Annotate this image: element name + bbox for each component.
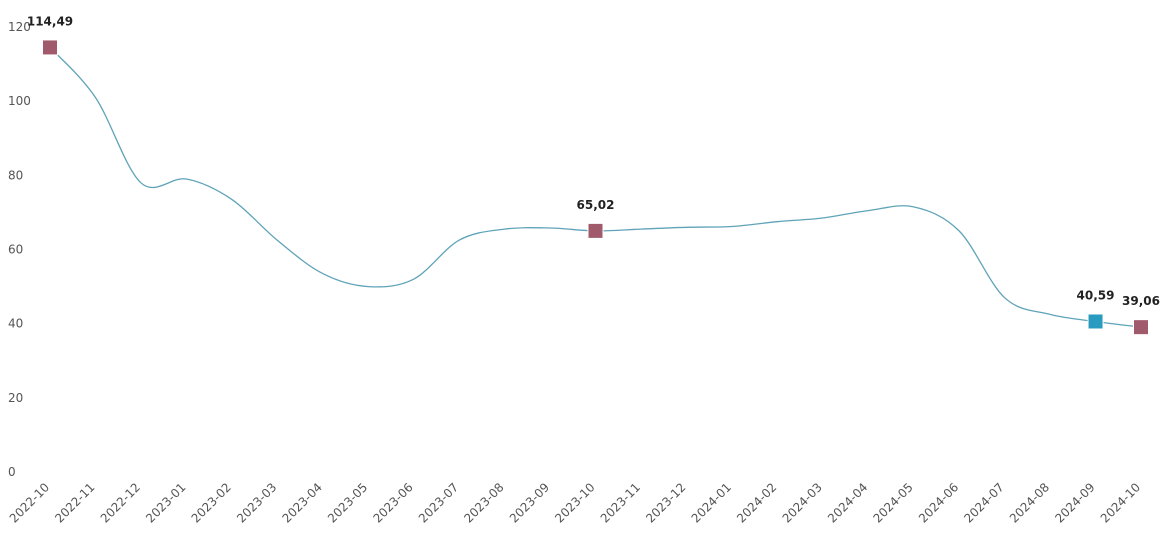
data-label: 40,59	[1077, 288, 1115, 302]
y-tick-label: 120	[8, 20, 31, 34]
x-tick-label: 2024-04	[825, 480, 870, 525]
x-tick-label: 2024-08	[1007, 480, 1052, 525]
x-tick-label: 2024-03	[780, 480, 825, 525]
x-tick-label: 2023-11	[598, 480, 643, 525]
x-tick-label: 2023-08	[461, 480, 506, 525]
y-tick-label: 80	[8, 168, 23, 182]
data-label: 65,02	[577, 198, 615, 212]
x-axis: 2022-10 2022-11 2022-12 2023-01 2023-02 2023-…	[7, 480, 1143, 525]
x-tick-label: 2024-09	[1052, 480, 1097, 525]
marker-layer: 114,49 65,02 40,59 39,06	[27, 14, 1160, 336]
x-tick-label: 2023-12	[643, 480, 688, 525]
x-tick-label: 2022-11	[52, 480, 97, 525]
y-tick-label: 40	[8, 317, 23, 331]
x-tick-label: 2023-06	[370, 480, 415, 525]
x-tick-label: 2023-07	[416, 480, 461, 525]
x-tick-label: 2024-02	[734, 480, 779, 525]
x-tick-label: 2022-12	[98, 480, 143, 525]
data-point-marker	[587, 222, 604, 239]
data-point-marker	[42, 39, 58, 56]
x-tick-label: 2023-01	[143, 480, 188, 525]
series-line	[49, 46, 1142, 328]
x-tick-label: 2024-10	[1098, 480, 1143, 525]
x-tick-label: 2023-03	[234, 480, 279, 525]
y-tick-label: 0	[8, 465, 16, 479]
y-tick-label: 20	[8, 391, 23, 405]
x-tick-label: 2024-07	[961, 480, 1006, 525]
x-tick-label: 2022-10	[7, 480, 52, 525]
data-label: 114,49	[27, 14, 73, 28]
y-tick-label: 60	[8, 243, 23, 257]
data-label: 39,06	[1122, 294, 1160, 308]
x-tick-label: 2023-05	[325, 480, 370, 525]
series-layer	[49, 46, 1142, 328]
x-tick-label: 2023-09	[507, 480, 552, 525]
x-tick-label: 2023-04	[280, 480, 325, 525]
data-point-marker	[1133, 319, 1149, 336]
y-axis: 0 20 40 60 80 100 120	[8, 20, 31, 479]
x-tick-label: 2024-06	[916, 480, 961, 525]
data-point-marker	[1087, 313, 1104, 330]
x-tick-label: 2024-05	[870, 480, 915, 525]
x-tick-label: 2023-02	[189, 480, 234, 525]
x-tick-label: 2024-01	[689, 480, 734, 525]
x-tick-label: 2023-10	[552, 480, 597, 525]
y-tick-label: 100	[8, 94, 31, 108]
